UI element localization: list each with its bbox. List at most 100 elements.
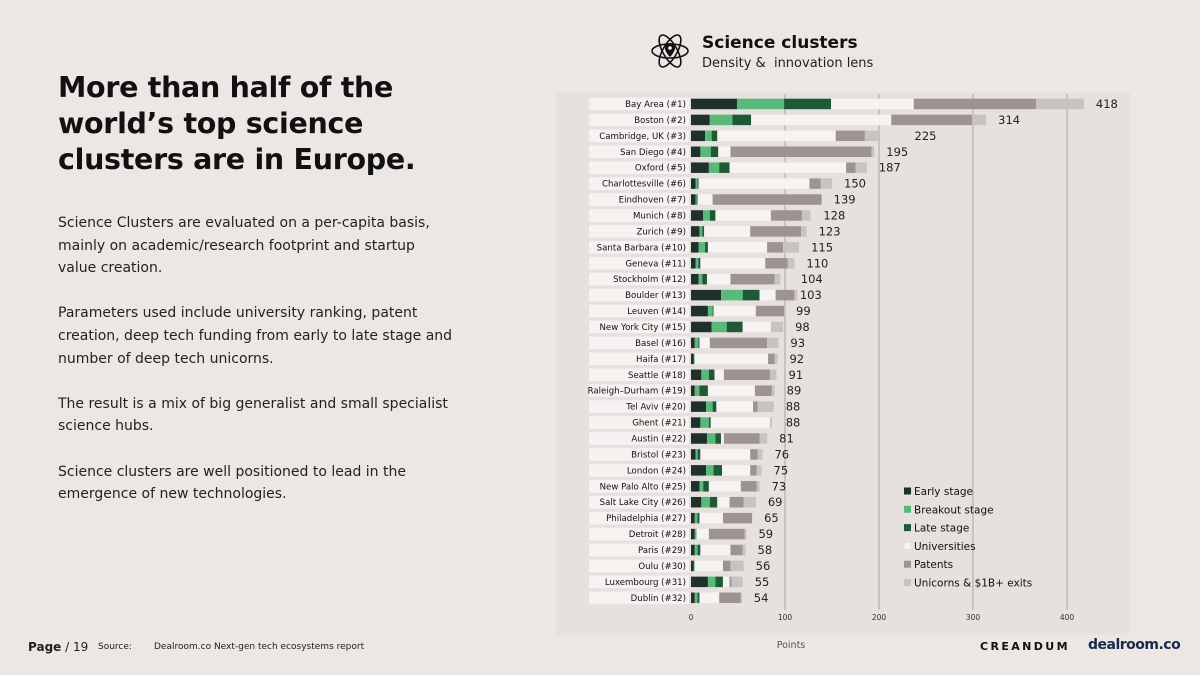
bar-segment-5 — [774, 273, 781, 285]
bar-segment-1 — [694, 528, 697, 540]
legend-label: Patents — [914, 559, 953, 571]
bar-segment-2 — [709, 210, 716, 221]
bar-segment-0 — [691, 433, 707, 444]
total-label: 88 — [786, 416, 801, 430]
category-label-bg — [589, 543, 689, 557]
bar-segment-3 — [699, 592, 720, 604]
bar-segment-1 — [701, 496, 710, 508]
bar-segment-2 — [719, 162, 730, 173]
category-label: Seattle (#18) — [628, 371, 686, 381]
total-label: 76 — [774, 447, 789, 461]
bar-segment-4 — [729, 496, 744, 508]
bar-segment-2 — [715, 433, 722, 444]
category-label-bg — [589, 288, 689, 302]
paragraph-conclusion: Science clusters are well positioned to … — [58, 463, 406, 503]
bar-segment-2 — [699, 385, 708, 396]
total-label: 150 — [844, 177, 866, 191]
legend-swatch — [904, 505, 911, 513]
category-label: Santa Barbara (#10) — [597, 243, 686, 253]
bar-segment-5 — [743, 496, 756, 508]
bar-segment-0 — [691, 305, 708, 317]
bar-segment-5 — [770, 321, 784, 333]
category-label-bg — [589, 368, 689, 382]
category-label-bg — [589, 193, 689, 206]
bar-segment-4 — [722, 560, 731, 572]
bar-segment-1 — [693, 353, 695, 365]
bar-segment-1 — [700, 146, 711, 158]
category-label: Oxford (#5) — [635, 164, 686, 174]
bar-segment-1 — [711, 321, 727, 333]
bar-segment-3 — [722, 465, 751, 476]
paragraph-parameters: Parameters used include university ranki… — [58, 305, 453, 367]
paragraph-definition: Science Clusters are evaluated on a per-… — [58, 215, 430, 277]
bar-segment-4 — [740, 481, 757, 492]
bar-segment-5 — [787, 258, 795, 269]
bar-segment-1 — [694, 337, 699, 349]
bar-segment-3 — [717, 130, 836, 142]
category-label-bg — [589, 97, 689, 111]
category-label: Stockholm (#12) — [613, 275, 686, 285]
bar-segment-0 — [691, 289, 722, 301]
paragraph-result: The result is a mix of big generalist an… — [58, 395, 448, 435]
bar-segment-5 — [820, 178, 832, 189]
bar-segment-4 — [809, 178, 821, 189]
category-label: Bay Area (#1) — [625, 100, 686, 110]
bar-segment-2 — [732, 114, 752, 126]
bar-segment-2 — [708, 369, 715, 381]
bar-segment-3 — [831, 98, 914, 110]
bar-segment-0 — [691, 544, 695, 556]
bar-segment-3 — [716, 401, 754, 412]
bar-segment-4 — [846, 162, 856, 173]
category-label-bg — [589, 145, 689, 159]
page-label: Page — [28, 640, 62, 654]
bar-segment-5 — [740, 592, 742, 604]
category-label: Tel Aviv (#20) — [625, 403, 686, 413]
category-label: San Diego (#4) — [620, 148, 686, 158]
bar-segment-5 — [757, 401, 774, 412]
total-label: 91 — [789, 368, 804, 382]
bar-segment-2 — [697, 512, 700, 524]
category-label: Charlottesville (#6) — [602, 180, 686, 190]
chart-title: Science clusters — [702, 33, 858, 53]
bar-segment-3 — [718, 146, 731, 158]
x-tick-label: 300 — [966, 613, 981, 622]
bar-segment-3 — [759, 289, 776, 301]
bar-segment-1 — [703, 210, 710, 221]
category-label-bg — [589, 161, 689, 174]
bar-segment-4 — [712, 194, 822, 205]
bar-segment-2 — [697, 544, 701, 556]
bar-segment-3 — [696, 528, 709, 540]
bar-segment-4 — [750, 465, 757, 476]
bar-segment-1 — [698, 273, 703, 285]
bar-segment-5 — [774, 353, 778, 365]
page-number: / 19 — [65, 640, 89, 654]
legend-label: Unicorns & $1B+ exits — [914, 578, 1032, 590]
category-label-bg — [589, 320, 689, 334]
category-label: New Palo Alto (#25) — [600, 482, 686, 492]
category-label-bg — [589, 511, 689, 525]
total-label: 89 — [787, 384, 802, 398]
bar-segment-3 — [717, 496, 730, 508]
description-paragraphs: Science Clusters are evaluated on a per-… — [58, 212, 453, 528]
bar-segment-0 — [691, 576, 708, 588]
bar-segment-0 — [691, 528, 695, 540]
bar-segment-1 — [706, 433, 716, 444]
bar-segment-1 — [694, 592, 698, 604]
total-label: 104 — [801, 272, 823, 286]
category-label: Detroit (#28) — [629, 530, 686, 540]
category-label: Luxembourg (#31) — [605, 578, 686, 588]
bar-segment-4 — [750, 449, 758, 460]
bar-segment-4 — [729, 576, 732, 588]
bar-segment-3 — [729, 162, 847, 173]
legend-swatch — [904, 487, 911, 495]
creandum-logo: CREANDUM — [980, 640, 1070, 653]
category-label: Bristol (#23) — [631, 450, 686, 460]
total-label: 110 — [806, 256, 828, 270]
bar-segment-5 — [783, 242, 800, 253]
bar-segment-1 — [694, 385, 700, 396]
bar-segment-5 — [800, 226, 807, 237]
bar-segment-4 — [835, 130, 865, 142]
total-label: 187 — [879, 161, 901, 175]
bar-segment-3 — [704, 226, 751, 237]
bar-segment-4 — [755, 305, 785, 317]
